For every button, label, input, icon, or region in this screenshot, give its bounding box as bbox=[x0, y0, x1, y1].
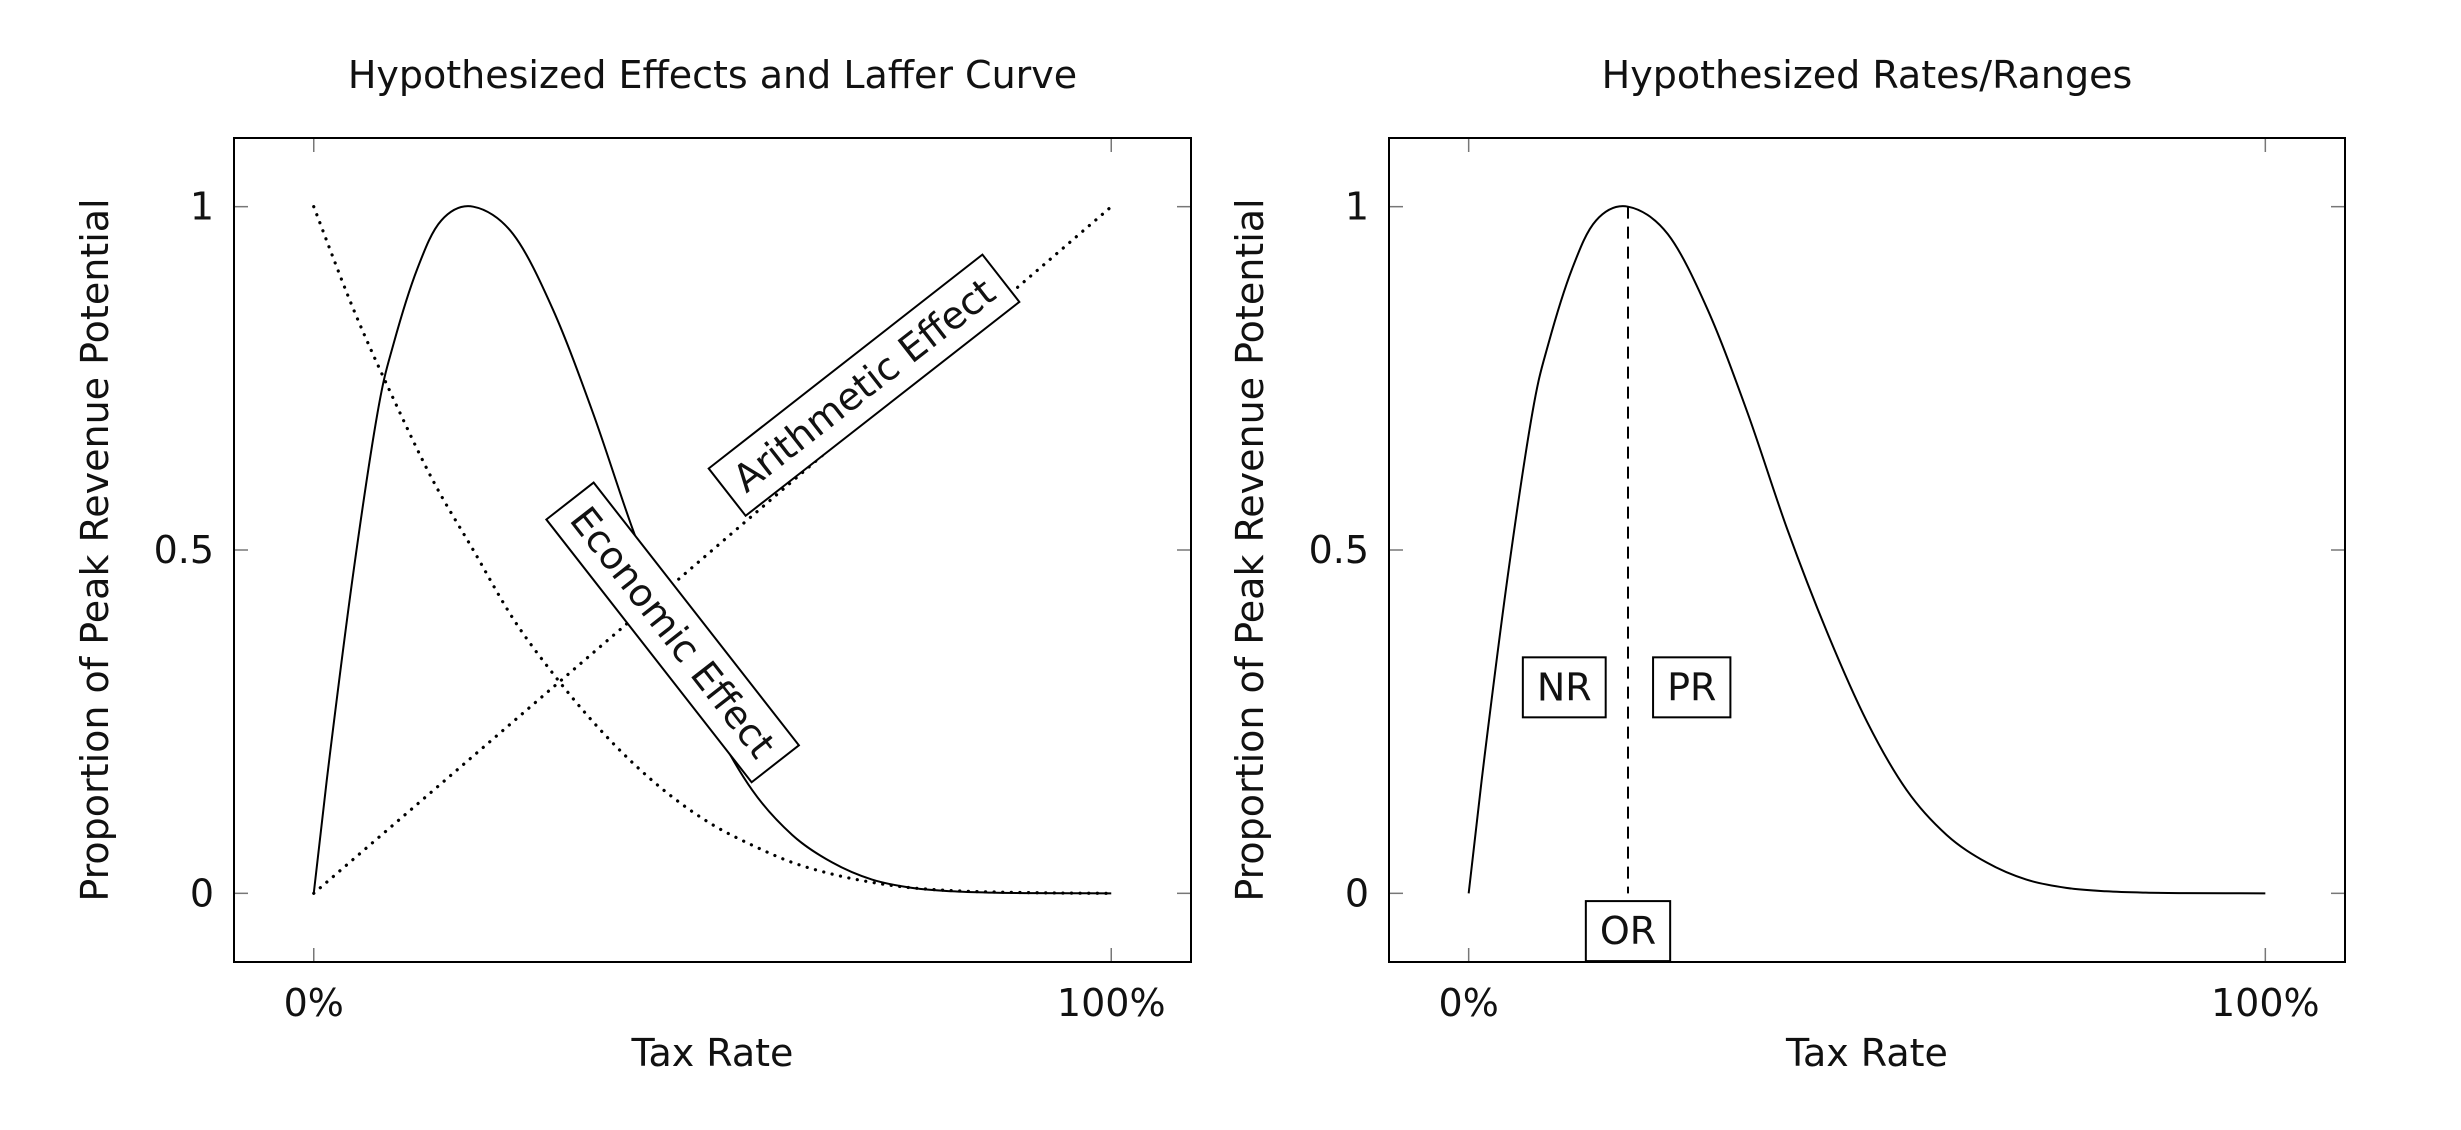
chart2-annotation-pr-box bbox=[1652, 656, 1732, 719]
chart2-xtick-label-1: 100% bbox=[2211, 981, 2320, 1025]
chart2-title: Hypothesized Rates/Ranges bbox=[1602, 53, 2133, 97]
chart2-annotation-nr-box bbox=[1521, 656, 1607, 719]
chart2-annotation-pr: PR bbox=[1652, 656, 1732, 719]
chart2-ytick-label-1: 0.5 bbox=[1309, 528, 1369, 572]
chart2-annotation-nr-text: NR bbox=[1537, 665, 1592, 709]
chart1-title: Hypothesized Effects and Laffer Curve bbox=[348, 53, 1077, 97]
chart2-series-laffer-curve bbox=[1467, 205, 2266, 895]
chart2-xtick-label-0: 0% bbox=[1439, 981, 1499, 1025]
chart1-xtick-label-0: 0% bbox=[284, 981, 344, 1025]
chart2-annotation-or-box bbox=[1584, 900, 1672, 963]
chart1-xlabel: Tax Rate bbox=[631, 1031, 794, 1075]
chart2-ylabel: Proportion of Peak Revenue Potential bbox=[1228, 198, 1272, 901]
chart2-xlabel: Tax Rate bbox=[1785, 1031, 1948, 1075]
chart1-series-laffer-curve bbox=[312, 205, 1112, 895]
chart2-ytick-label-0: 0 bbox=[1345, 871, 1369, 915]
chart2-annotation-or-text: OR bbox=[1600, 909, 1656, 953]
chart1-annotation-arithmetic-effect-text: Arithmetic Effect bbox=[725, 270, 1004, 501]
chart1-ylabel: Proportion of Peak Revenue Potential bbox=[73, 198, 117, 901]
chart2-annotation-or: OR bbox=[1584, 900, 1672, 963]
chart1-annotation-economic-effect-text: Economic Effect bbox=[561, 499, 784, 767]
chart2-annotation-nr: NR bbox=[1521, 656, 1607, 719]
chart2-annotation-pr-text: PR bbox=[1667, 665, 1716, 709]
chart1-plot-frame bbox=[233, 137, 1192, 963]
chart2: Hypothesized Rates/Ranges 0% 100% 0 0.5 1 Tax … bbox=[1228, 53, 2346, 1075]
chart1-annotation-economic-effect: Economic Effect bbox=[544, 481, 801, 784]
chart1-series-economic-effect bbox=[312, 205, 1113, 895]
chart1-ytick-label-0: 0 bbox=[190, 871, 214, 915]
chart1-ytick-label-2: 1 bbox=[190, 185, 214, 229]
chart2-ytick-label-2: 1 bbox=[1345, 185, 1369, 229]
chart1-annotation-arithmetic-effect-box bbox=[707, 253, 1021, 518]
chart1-ytick-label-1: 0.5 bbox=[154, 528, 214, 572]
chart1-xtick-label-1: 100% bbox=[1057, 981, 1166, 1025]
chart1: Hypothesized Effects and Laffer Curve 0% 1… bbox=[73, 53, 1192, 1075]
chart2-plot-frame bbox=[1388, 137, 2346, 963]
chart1-annotation-arithmetic-effect: Arithmetic Effect bbox=[707, 253, 1021, 518]
chart1-annotation-economic-effect-box bbox=[544, 481, 801, 784]
